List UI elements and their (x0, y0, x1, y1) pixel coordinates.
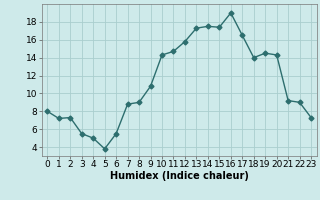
X-axis label: Humidex (Indice chaleur): Humidex (Indice chaleur) (110, 171, 249, 181)
